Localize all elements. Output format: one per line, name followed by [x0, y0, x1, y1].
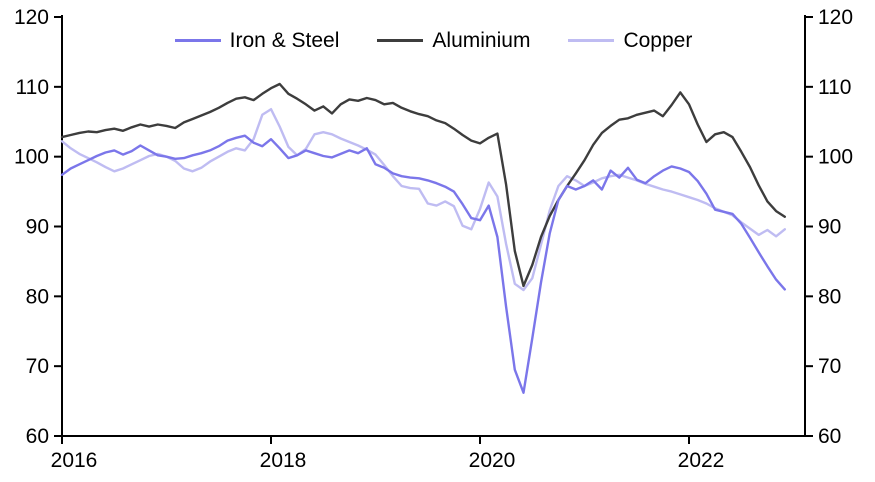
y-axis-tick-label-right: 100 [818, 146, 853, 169]
y-axis-tick-label-left: 70 [26, 355, 49, 378]
x-axis-tick-label: 2016 [51, 449, 98, 472]
y-axis-tick-label-right: 70 [818, 355, 841, 378]
y-axis-tick-label-left: 90 [26, 216, 49, 239]
y-axis-tick-label-left: 110 [16, 76, 49, 99]
series-line-copper [60, 107, 786, 292]
y-axis-tick-label-left: 80 [26, 285, 49, 308]
series-line-aluminium [60, 82, 786, 288]
x-axis-tick-label: 2018 [260, 449, 307, 472]
y-axis-tick-label-right: 90 [818, 216, 841, 239]
y-axis-tick-label-right: 110 [818, 76, 851, 99]
series-line-iron-steel [60, 134, 786, 394]
y-axis-tick-label-right: 60 [818, 425, 841, 448]
y-axis-tick-label-right: 80 [818, 285, 841, 308]
y-axis-tick-label-left: 100 [14, 146, 49, 169]
y-axis-tick-label-left: 120 [14, 6, 49, 29]
y-axis-tick-label-right: 120 [818, 6, 853, 29]
y-axis-tick-label-left: 60 [26, 425, 49, 448]
x-axis-tick-label: 2020 [469, 449, 516, 472]
x-axis-tick-label: 2022 [678, 449, 725, 472]
